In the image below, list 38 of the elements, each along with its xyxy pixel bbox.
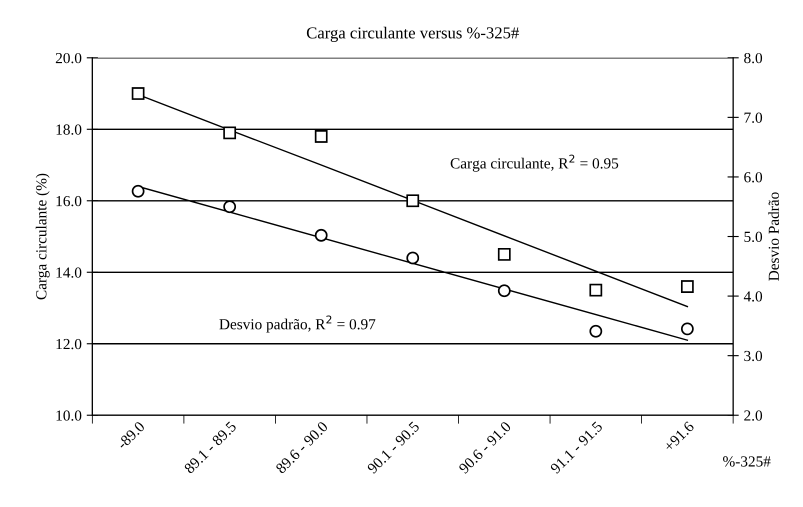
point: [680, 322, 694, 336]
point: [314, 228, 328, 242]
y2-axis-title: Desvio Padrão: [768, 192, 779, 281]
y-axis-title: Carga circulante (%): [36, 174, 50, 300]
x-tick-label: -89.0: [116, 420, 146, 450]
y2-tick-label: 2.0: [744, 410, 762, 421]
point: [406, 252, 420, 264]
y-tick-label: 18.0: [56, 124, 82, 135]
point: [314, 130, 328, 143]
y2-tick-label: 7.0: [744, 112, 762, 123]
y-tick-label: 14.0: [56, 267, 82, 278]
annotation: Desvio padrão, R$^{2}$ = 0.97: [219, 315, 376, 332]
y-tick-label: 10.0: [56, 410, 82, 421]
point: [132, 87, 145, 100]
point: [132, 184, 145, 198]
point: [589, 284, 602, 297]
point: [589, 324, 602, 338]
x-tick-label: 89.6 - 90.0: [275, 420, 328, 474]
x-tick-label: 91.1 - 91.5: [550, 420, 604, 474]
x-tick-label: 90.1 - 90.5: [366, 420, 420, 474]
y2-tick-label: 5.0: [744, 232, 762, 242]
y-tick-label: 12.0: [56, 338, 82, 350]
y2-tick-label: 4.0: [744, 291, 762, 302]
chart-title: Carga circulante versus %-325#: [306, 26, 519, 42]
point: [680, 280, 694, 293]
x-tick-label: 89.1 - 89.5: [184, 420, 237, 474]
annotation: Carga circulante, R$^{2}$ = 0.95: [450, 154, 618, 172]
y2-tick-label: 3.0: [744, 350, 762, 362]
y-tick-label: 20.0: [56, 52, 82, 64]
x-axis-title: %-325#: [723, 456, 771, 467]
y-tick-label: 16.0: [56, 196, 82, 206]
y2-tick-label: 8.0: [744, 52, 762, 64]
point: [498, 248, 511, 261]
point: [406, 194, 420, 208]
point: [498, 284, 511, 298]
point: [223, 126, 236, 140]
x-tick-label: 90.6 - 91.0: [458, 420, 512, 474]
y2-tick-label: 6.0: [744, 172, 762, 182]
